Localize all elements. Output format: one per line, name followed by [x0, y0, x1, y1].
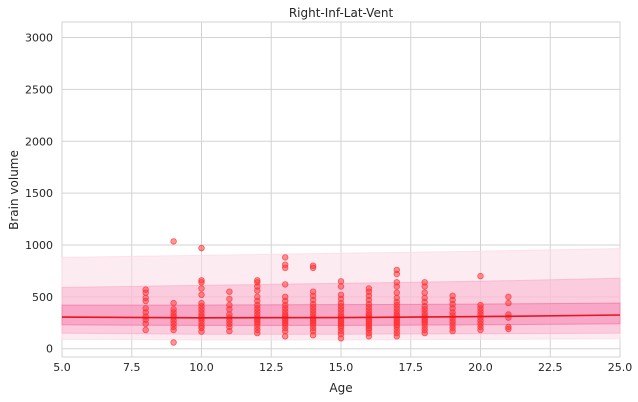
data-point — [393, 283, 400, 290]
data-point — [505, 293, 512, 300]
data-point — [198, 328, 205, 335]
median-centile-line — [61, 314, 621, 319]
y-tick-label: 500 — [32, 291, 53, 304]
data-point — [170, 299, 177, 307]
x-tick-label: 12.5 — [259, 361, 284, 374]
data-point — [226, 327, 233, 335]
data-point — [282, 254, 289, 261]
data-point — [477, 272, 484, 280]
data-point — [226, 288, 233, 295]
data-point — [393, 333, 400, 340]
median-line — [61, 314, 621, 319]
data-point — [337, 335, 345, 342]
y-tick-label: 1500 — [25, 187, 53, 200]
data-point — [198, 244, 205, 252]
x-tick-label: 7.5 — [123, 361, 141, 374]
chart-title: Right-Inf-Lat-Vent — [289, 6, 394, 20]
data-point — [170, 339, 177, 346]
data-point — [170, 326, 177, 334]
data-point — [505, 325, 512, 333]
y-tick-label: 2000 — [25, 135, 53, 148]
y-tick-label: 1000 — [25, 239, 53, 252]
data-point — [365, 333, 373, 340]
data-point — [282, 264, 289, 271]
y-tick-label: 2500 — [25, 83, 53, 96]
data-point — [337, 278, 345, 285]
tick-labels: 5.0 7.5 10.0 12.5 15.0 17.5 20.0 22.5 25.0 0 500 10… — [25, 32, 632, 374]
x-tick-label: 5.0 — [53, 361, 71, 374]
x-axis-label: Age — [329, 381, 352, 395]
data-point — [226, 295, 233, 303]
data-point — [421, 329, 428, 337]
data-point — [170, 238, 177, 245]
data-point — [393, 270, 400, 278]
data-point — [226, 306, 233, 313]
x-tick-label: 22.5 — [538, 361, 563, 374]
plot-frame — [61, 21, 621, 358]
data-point — [421, 289, 428, 296]
y-tick-label: 0 — [46, 343, 53, 356]
data-point — [254, 287, 261, 294]
data-point — [282, 333, 289, 340]
data-point — [142, 289, 149, 296]
y-tick-label: 3000 — [25, 32, 53, 45]
data-point — [477, 326, 484, 334]
data-point — [198, 279, 205, 286]
data-point — [282, 327, 289, 335]
data-point — [198, 291, 205, 298]
x-tick-label: 10.0 — [189, 361, 214, 374]
data-point — [142, 326, 149, 334]
data-point — [142, 320, 149, 327]
data-point — [142, 297, 149, 305]
data-point — [337, 283, 345, 290]
data-point — [393, 289, 400, 296]
data-point — [505, 299, 512, 307]
data-point — [309, 264, 317, 271]
x-tick-label: 15.0 — [329, 361, 354, 374]
data-point — [254, 329, 261, 337]
data-point — [449, 327, 456, 335]
data-point — [309, 332, 317, 339]
scatter-points — [142, 238, 512, 346]
x-tick-label: 20.0 — [468, 361, 493, 374]
x-tick-label: 25.0 — [608, 361, 633, 374]
data-point — [198, 285, 205, 292]
x-tick-label: 17.5 — [399, 361, 424, 374]
y-axis-label: Brain volume — [7, 150, 21, 230]
data-point — [282, 281, 289, 288]
data-point — [421, 283, 428, 290]
